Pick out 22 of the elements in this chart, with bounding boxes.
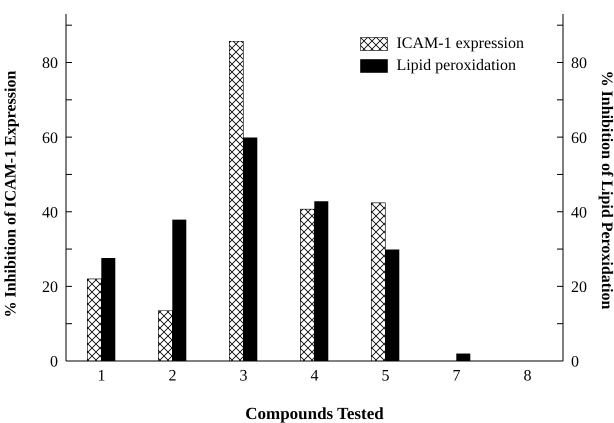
x-tick-label: 4 (310, 367, 318, 384)
y2-tick-label: 80 (571, 55, 587, 72)
y2-axis-title: % Inhibition of Lipid Peroxidation (597, 70, 614, 310)
y-tick-label: 40 (42, 204, 58, 222)
y-axis-title: % Inhibition of ICAM-1 Expression (2, 70, 20, 318)
x-axis-title: Compounds Tested (245, 404, 384, 423)
y2-tick-label: 40 (571, 204, 587, 222)
x-tick-label: 1 (98, 367, 106, 384)
x-tick-label: 2 (168, 367, 176, 384)
y2-tick-label: 20 (571, 279, 587, 296)
x-tick-label: 8 (524, 367, 532, 384)
y-tick-label: 20 (42, 279, 58, 296)
y2-tick-label: 60 (571, 130, 587, 147)
x-tick-label: 7 (452, 367, 460, 384)
y-tick-label: 60 (42, 130, 58, 147)
legend-label: Lipid peroxidation (396, 56, 516, 76)
y-tick-label: 0 (50, 354, 58, 371)
legend-label: ICAM-1 expression (396, 34, 524, 54)
y-tick-label: 80 (42, 55, 58, 72)
y2-tick-label: 0 (571, 354, 579, 371)
x-tick-label: 5 (382, 367, 390, 384)
x-tick-label: 3 (240, 367, 248, 384)
